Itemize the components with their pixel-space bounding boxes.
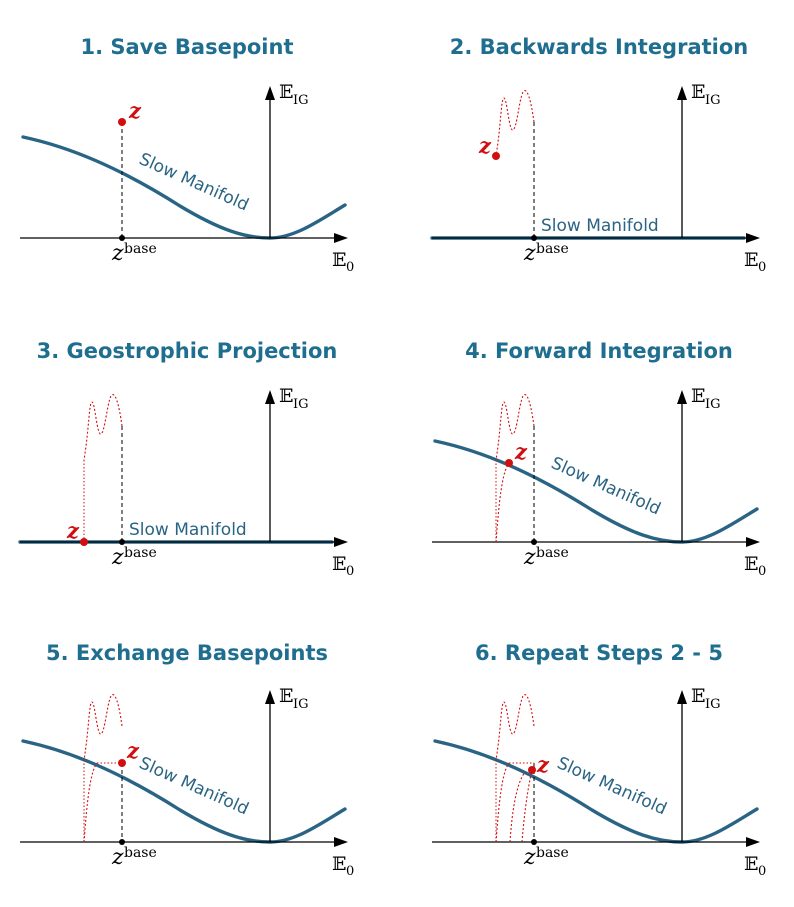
point-z-label: z [478,133,492,158]
y-axis-label: 𝔼 [279,81,293,103]
basepoint-label-superscript: base [124,545,157,561]
basepoint-label: z [523,241,536,266]
y-axis-label: 𝔼 [691,81,705,103]
x-axis-arrow [746,233,760,243]
x-axis-label-subscript: 0 [758,564,766,579]
x-axis-arrow [746,837,760,847]
point-z-label: z [514,439,528,464]
y-axis-arrow [677,690,687,704]
slow-manifold-label: Slow Manifold [136,753,252,819]
x-axis-label-subscript: 0 [758,864,766,879]
x-axis-arrow [746,537,760,547]
panel-title: 1. Save Basepoint [80,35,293,59]
slow-manifold-label: Slow Manifold [548,453,664,519]
point-z [492,152,500,160]
x-axis-label-subscript: 0 [346,564,354,579]
y-axis-arrow [265,390,275,404]
backward-trajectory [83,694,123,761]
basepoint-label: z [523,845,536,870]
basepoint-marker [119,235,125,241]
basepoint-label: z [111,241,124,266]
y-axis-arrow [265,690,275,704]
x-axis-arrow [334,537,348,547]
panel-6: 6. Repeat Steps 2 - 5 z z base Slow Mani… [432,641,766,879]
slow-manifold-curve [433,739,759,844]
basepoint-label-superscript: base [124,241,157,257]
backward-trajectory [495,694,535,761]
basepoint-label: z [523,545,536,570]
y-axis-label: 𝔼 [691,385,705,407]
forward-trajectory [83,762,98,843]
forward-trajectory [495,762,510,843]
y-axis-label-subscript: IG [705,93,721,108]
basepoint-label-superscript: base [124,845,157,861]
y-axis-label: 𝔼 [279,385,293,407]
basepoint-marker [531,539,537,545]
x-axis-arrow [334,233,348,243]
point-z [80,538,88,546]
x-axis-label: 𝔼 [744,553,758,575]
x-axis-arrow [334,837,348,847]
y-axis-label-subscript: IG [293,397,309,412]
x-axis-label: 𝔼 [744,853,758,875]
y-axis-label-subscript: IG [293,93,309,108]
basepoint-label-superscript: base [536,545,569,561]
repeat-trajectory [509,771,526,843]
x-axis-label-subscript: 0 [346,260,354,275]
point-z [505,459,513,467]
panel-3: 3. Geostrophic Projection z z base Slow … [18,339,354,579]
basepoint-label-superscript: base [536,241,569,257]
basepoint-marker [119,539,125,545]
repeat-trajectory [521,769,533,843]
backward-trajectory [83,394,123,461]
y-axis-arrow [265,86,275,100]
slow-manifold-label: Slow Manifold [554,753,670,819]
forward-trajectory [495,462,510,543]
y-axis-label: 𝔼 [691,685,705,707]
x-axis-label: 𝔼 [744,249,758,271]
y-axis-arrow [677,390,687,404]
panel-title: 5. Exchange Basepoints [46,641,328,665]
y-axis-label-subscript: IG [705,397,721,412]
basepoint-label: z [111,545,124,570]
basepoint-marker [119,839,125,845]
slow-manifold-label: Slow Manifold [541,216,659,236]
basepoint-label: z [111,845,124,870]
y-axis-label-subscript: IG [293,697,309,712]
panel-title: 4. Forward Integration [465,339,733,363]
point-z-label: z [128,98,142,123]
basepoint-marker [531,235,537,241]
slow-manifold-label: Slow Manifold [129,520,247,540]
point-z-label: z [536,752,550,777]
basepoint-label-superscript: base [536,845,569,861]
panel-2: 2. Backwards Integration z z base Slow M… [430,35,766,275]
point-z-label: z [66,518,80,543]
point-z [118,759,126,767]
point-z [118,118,126,126]
x-axis-label-subscript: 0 [346,864,354,879]
basepoint-marker [531,839,537,845]
backward-trajectory [495,90,535,157]
backward-trajectory [495,394,535,461]
panel-5: 5. Exchange Basepoints z z base Slow Man… [20,641,354,879]
x-axis-label-subscript: 0 [758,260,766,275]
y-axis-label-subscript: IG [705,697,721,712]
panel-title: 6. Repeat Steps 2 - 5 [475,641,723,665]
panel-title: 3. Geostrophic Projection [37,339,338,363]
x-axis-label: 𝔼 [332,553,346,575]
slow-manifold-label: Slow Manifold [136,149,252,215]
panel-title: 2. Backwards Integration [450,35,748,59]
y-axis-arrow [677,86,687,100]
point-z [528,766,536,774]
point-z-label: z [126,738,140,763]
y-axis-label: 𝔼 [279,685,293,707]
x-axis-label: 𝔼 [332,249,346,271]
x-axis-label: 𝔼 [332,853,346,875]
panel-1: 1. Save Basepoint z z base Slow Manifold… [20,35,354,275]
panel-4: 4. Forward Integration z z base Slow Man… [432,339,766,579]
